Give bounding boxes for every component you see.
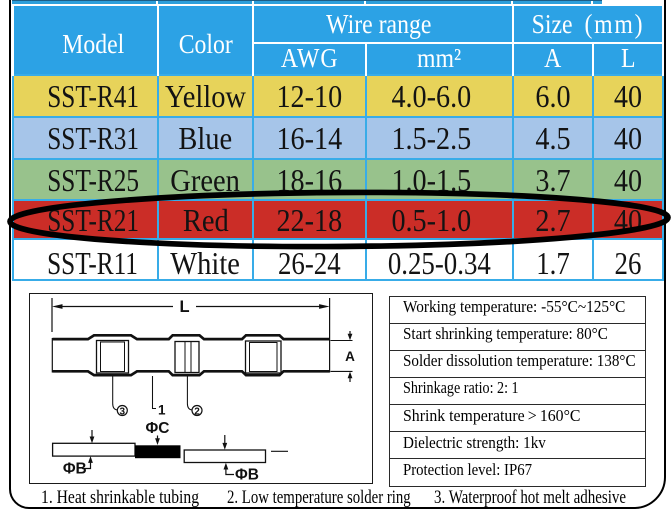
svg-text:1: 1 — [158, 402, 166, 417]
svg-text:L: L — [179, 298, 189, 316]
svg-text:3: 3 — [120, 406, 126, 417]
svg-text:2: 2 — [194, 406, 200, 417]
svg-text:ΦB: ΦB — [235, 466, 259, 482]
svg-text:ΦB: ΦB — [63, 460, 87, 477]
svg-text:ΦC: ΦC — [146, 420, 170, 437]
svg-text:A: A — [345, 349, 355, 364]
